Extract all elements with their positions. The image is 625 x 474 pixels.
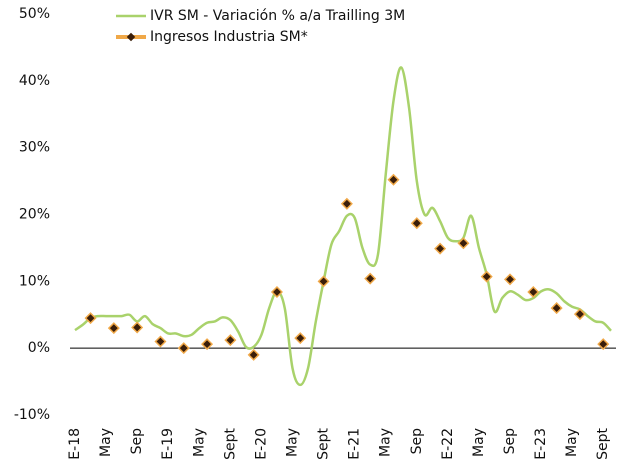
y-tick-label: -10%: [14, 407, 50, 423]
x-tick-label: Sept: [316, 428, 332, 460]
data-point: [480, 270, 493, 283]
data-point: [131, 321, 144, 334]
data-point: [317, 275, 330, 288]
y-tick-label: 50%: [19, 6, 50, 22]
data-point: [84, 312, 97, 325]
y-tick-label: 10%: [19, 273, 50, 289]
data-point: [340, 197, 353, 210]
y-tick-label: 40%: [19, 73, 50, 89]
x-tick-label: Sep: [409, 428, 425, 455]
legend: IVR SM - Variación % a/a Trailling 3M In…: [116, 8, 405, 45]
x-tick-label: Sept: [595, 428, 611, 460]
x-tick-label: May: [191, 428, 207, 457]
data-point: [527, 286, 540, 299]
data-point: [107, 322, 120, 335]
data-point: [294, 332, 307, 345]
y-tick-label: 0%: [28, 340, 50, 356]
data-point: [201, 338, 214, 351]
data-point: [387, 173, 400, 186]
x-tick-label: E-20: [253, 428, 269, 460]
x-tick-label: May: [564, 428, 580, 457]
x-tick-label: May: [98, 428, 114, 457]
x-tick-label: E-23: [533, 428, 549, 460]
x-tick-label: E-22: [440, 428, 456, 460]
data-point: [177, 342, 190, 355]
x-tick-label: May: [378, 428, 394, 457]
data-point: [270, 286, 283, 299]
data-point: [597, 338, 610, 351]
legend-marker: [126, 32, 136, 42]
data-point: [247, 348, 260, 361]
legend-label: IVR SM - Variación % a/a Trailling 3M: [150, 8, 405, 24]
legend-label: Ingresos Industria SM*: [150, 29, 308, 45]
data-point: [550, 302, 563, 315]
x-tick-label: Sep: [502, 428, 518, 455]
data-line: [74, 66, 612, 387]
y-tick-label: 30%: [19, 140, 50, 156]
x-tick-label: Sep: [129, 428, 145, 455]
x-tick-label: E-21: [347, 428, 363, 460]
x-tick-label: E-19: [160, 428, 176, 460]
data-point: [364, 272, 377, 285]
data-point: [504, 273, 517, 286]
x-tick-label: May: [471, 428, 487, 457]
x-tick-label: May: [285, 428, 301, 457]
data-point: [154, 335, 167, 348]
data-point: [457, 237, 470, 250]
data-point: [434, 242, 447, 255]
x-tick-label: E-18: [67, 428, 83, 460]
x-tick-label: Sept: [222, 428, 238, 460]
data-point: [224, 334, 237, 347]
data-point: [573, 308, 586, 321]
y-tick-label: 20%: [19, 207, 50, 223]
data-point: [410, 217, 423, 230]
